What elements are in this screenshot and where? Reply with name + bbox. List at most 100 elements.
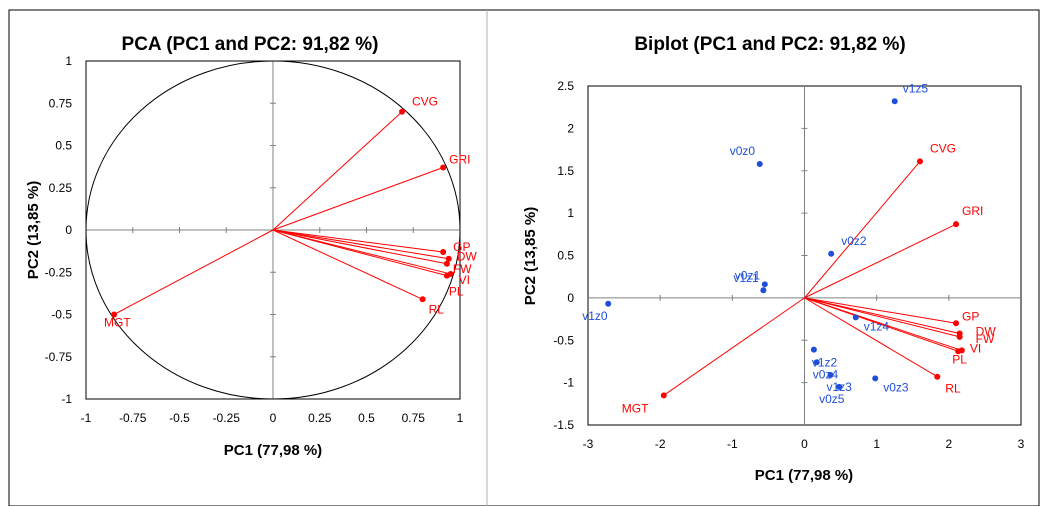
pca-variable-point — [111, 311, 118, 318]
pca-y-tick-label: -1 — [61, 392, 72, 406]
pca-y-axis-title: PC2 (13,85 %) — [25, 181, 42, 279]
pca-x-tick-label: 0 — [270, 411, 277, 425]
biplot-chart: Biplot (PC1 and PC2: 91,82 %) PC1 (77,98… — [522, 34, 1025, 484]
pca-y-tick-label: -0.5 — [51, 308, 72, 322]
biplot-variable-label: GRI — [962, 204, 983, 218]
pca-variable-label: MGT — [104, 316, 131, 330]
pca-y-tick-label: -0.25 — [45, 265, 73, 279]
biplot-observation-label: v0z3 — [883, 380, 909, 394]
biplot-observation-label: v0z0 — [730, 144, 756, 158]
biplot-tick-labels: -3 -2 -1 0 1 2 3 2.5 2 1.5 1 0.5 0 -0.5 -1 -1.5 — [553, 79, 1024, 451]
pca-x-tick-label: 0.75 — [402, 411, 426, 425]
pca-variable-label: VI — [459, 273, 470, 287]
biplot-observation-point — [836, 383, 843, 390]
biplot-y-tick-label: -0.5 — [553, 333, 574, 347]
correlation-circle — [85, 60, 461, 400]
biplot-observation-label: v0z4 — [813, 367, 839, 381]
biplot-observation-label: v1z5 — [903, 81, 929, 95]
biplot-variable-vector — [804, 297, 960, 338]
biplot-y-tick-label: 1.5 — [557, 164, 574, 178]
biplot-variable-label: RL — [945, 382, 961, 396]
biplot-variable-vector — [804, 297, 959, 352]
pca-y-tick-label: -0.75 — [45, 350, 73, 364]
biplot-variable-point — [916, 158, 923, 165]
biplot-observation-point — [852, 314, 859, 321]
biplot-variable-point — [934, 373, 941, 380]
biplot-variable-vector — [804, 161, 921, 299]
biplot-y-tick-label: 0.5 — [557, 249, 574, 263]
biplot-x-tick-label: -1 — [727, 437, 738, 451]
pca-y-tick-label: 0.75 — [49, 96, 73, 110]
biplot-variable-label: MGT — [622, 401, 649, 415]
biplot-observation-label: v0z5 — [819, 392, 845, 406]
biplot-observation-point — [761, 281, 768, 288]
pca-variable-vector — [272, 111, 403, 231]
pca-variable-label: FW — [453, 262, 472, 276]
biplot-variable-label: GP — [962, 309, 979, 323]
biplot-observation-point — [813, 359, 820, 366]
biplot-variable-label: PL — [952, 352, 967, 366]
pca-variable-label: GRI — [449, 152, 470, 166]
biplot-variable-vector — [804, 297, 938, 378]
biplot-observation-label: v1z2 — [812, 356, 838, 370]
biplot-y-tick-label: 2.5 — [557, 79, 574, 93]
biplot-observation-point — [810, 346, 817, 353]
pca-variable-vector — [272, 229, 444, 253]
pca-x-tick-label: -1 — [81, 411, 92, 425]
pca-correlation-chart: PCA (PC1 and PC2: 91,82 %) PC1 (77,98 %)… — [25, 34, 477, 459]
biplot-variable-label: FW — [976, 332, 995, 346]
biplot-x-tick-label: 0 — [801, 437, 808, 451]
pca-variable-vector — [113, 229, 274, 315]
pca-x-tick-label: 1 — [457, 411, 464, 425]
biplot-variable-point — [953, 320, 960, 327]
pca-variable-point — [445, 255, 452, 262]
biplot-observation-point — [872, 375, 879, 382]
pca-variable-point — [443, 272, 450, 279]
biplot-y-tick-label: -1 — [563, 376, 574, 390]
pca-y-tick-label: 0.25 — [49, 181, 73, 195]
pca-variable-vector — [272, 167, 444, 231]
biplot-variable-vector — [804, 297, 957, 324]
biplot-marks: CVGGRIGPDWFWVIPLRLMGTv1z5v0z0v0z2v0z1v1z… — [582, 81, 1021, 425]
pca-tick-labels: -1 -0.75 -0.5 -0.25 0 0.25 0.5 0.75 1 1 0.75 0.5 0.2… — [45, 54, 464, 425]
pca-variable-vector — [272, 229, 448, 265]
biplot-observation-label: v1z0 — [582, 309, 608, 323]
pca-variable-label: RL — [429, 302, 445, 316]
pca-chart-title: PCA (PC1 and PC2: 91,82 %) — [122, 34, 379, 55]
biplot-y-tick-label: -1.5 — [553, 418, 574, 432]
biplot-variable-point — [956, 333, 963, 340]
pca-variable-label: PL — [449, 285, 464, 299]
biplot-variable-point — [955, 348, 962, 355]
pca-variable-point — [443, 260, 450, 267]
pca-y-tick-label: 0.5 — [55, 139, 72, 153]
pca-variable-point — [399, 108, 406, 115]
pca-variable-vector — [272, 229, 449, 260]
biplot-observation-point — [891, 98, 898, 105]
pca-variable-label: GP — [453, 240, 470, 254]
biplot-y-tick-label: 0 — [567, 291, 574, 305]
pca-variable-point — [440, 164, 447, 171]
biplot-x-tick-label: 2 — [945, 437, 952, 451]
biplot-y-tick-label: 2 — [567, 121, 574, 135]
biplot-y-tick-label: 1 — [567, 206, 574, 220]
pca-variable-label: DW — [457, 250, 478, 264]
biplot-variable-point — [660, 392, 667, 399]
biplot-observation-point — [827, 371, 834, 378]
biplot-variable-label: DW — [976, 324, 997, 338]
biplot-x-tick-label: -3 — [583, 437, 594, 451]
pca-x-tick-label: -0.5 — [169, 411, 190, 425]
biplot-variable-vector — [804, 297, 960, 334]
pca-x-tick-label: -0.25 — [213, 411, 241, 425]
pca-x-axis-title: PC1 (77,98 %) — [224, 442, 322, 459]
biplot-x-axis-title: PC1 (77,98 %) — [755, 467, 853, 484]
pca-variable-point — [419, 296, 426, 303]
biplot-variable-point — [953, 221, 960, 228]
biplot-variable-vector — [804, 223, 957, 299]
pca-y-tick-label: 1 — [65, 54, 72, 68]
biplot-observation-label: v1z4 — [864, 319, 890, 333]
biplot-x-tick-label: 1 — [873, 437, 880, 451]
pca-x-tick-label: 0.5 — [358, 411, 375, 425]
biplot-observation-label: v0z2 — [841, 234, 867, 248]
biplot-observation-point — [760, 287, 767, 294]
